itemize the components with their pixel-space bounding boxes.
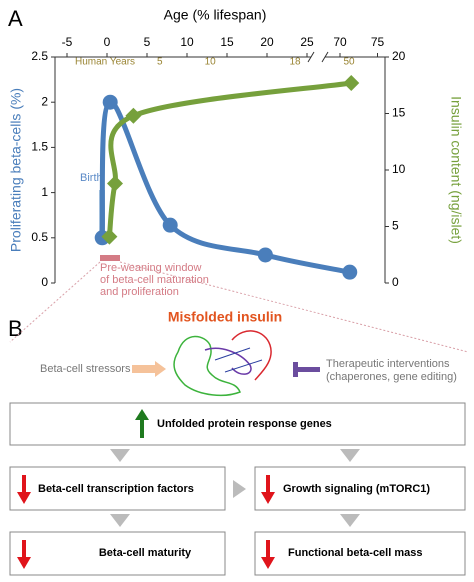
y-tick-label: 0.5 xyxy=(31,230,48,244)
therapeutics-label: (chaperones, gene editing) xyxy=(326,371,457,383)
box-label: Beta-cell maturity xyxy=(99,547,192,559)
arrow xyxy=(110,514,130,527)
y-tick-label: 2 xyxy=(41,94,48,108)
arrow xyxy=(233,480,246,498)
box xyxy=(9,531,226,576)
y-tick-label: 1 xyxy=(41,185,48,199)
series-line xyxy=(99,99,351,275)
inhibitor-bar xyxy=(293,362,298,377)
box xyxy=(9,466,226,511)
protein-illustration xyxy=(173,330,272,397)
x-tick-label: 15 xyxy=(220,35,234,49)
y2-tick-label: 20 xyxy=(392,49,406,63)
y2-tick-label: 0 xyxy=(392,275,399,289)
gray-arrows xyxy=(110,449,360,527)
human-years-tick: 5 xyxy=(157,57,163,68)
annotation: Birth xyxy=(80,172,103,184)
data-point xyxy=(162,217,178,233)
y-axis-title: Proliferating beta-cells (%) xyxy=(8,88,24,252)
stressors-label: Beta-cell stressors xyxy=(40,363,131,375)
down-arrows xyxy=(17,475,275,569)
human-years-tick: 50 xyxy=(343,57,355,68)
box-label: Beta-cell transcription factors xyxy=(38,483,194,495)
y-tick-label: 2.5 xyxy=(31,49,48,63)
arrow xyxy=(340,449,360,462)
arrow xyxy=(110,449,130,462)
annotation: Pre-weaning window xyxy=(100,262,202,274)
x-tick-label: 0 xyxy=(104,35,111,49)
data-point xyxy=(342,264,358,280)
x-tick-label: 25 xyxy=(300,35,314,49)
box xyxy=(254,466,466,511)
window-bar xyxy=(100,255,120,261)
box-label: Growth signaling (mTORC1) xyxy=(283,483,430,495)
box xyxy=(9,402,466,446)
data-point xyxy=(101,228,118,245)
box xyxy=(254,531,466,576)
annotation: and proliferation xyxy=(100,286,179,298)
down-arrow xyxy=(261,540,275,569)
y2-tick-label: 10 xyxy=(392,162,406,176)
series-line xyxy=(106,80,352,237)
down-arrow xyxy=(17,475,31,504)
therapeutics-label: Therapeutic interventions xyxy=(326,358,450,370)
x-tick-label: -5 xyxy=(62,35,73,49)
x-tick-label: 20 xyxy=(260,35,274,49)
data-point xyxy=(343,74,360,91)
down-arrow xyxy=(17,540,31,569)
stressor-arrow xyxy=(132,361,166,377)
human-years-tick: 18 xyxy=(289,57,301,68)
down-arrow xyxy=(261,475,275,504)
boxes xyxy=(9,402,466,576)
human-years-label: Human Years xyxy=(75,57,135,68)
panel-label: A xyxy=(8,6,23,31)
x-tick-label: 75 xyxy=(371,35,385,49)
x-axis-title: Age (% lifespan) xyxy=(164,7,267,23)
box-label: Unfolded protein response genes xyxy=(157,418,332,430)
annotation: of beta-cell maturation xyxy=(100,274,209,286)
y-tick-label: 0 xyxy=(41,275,48,289)
x-tick-label: 10 xyxy=(180,35,194,49)
data-point xyxy=(102,94,118,110)
y2-axis-title: Insulin content (ng/islet) xyxy=(448,96,464,244)
y2-tick-label: 15 xyxy=(392,106,406,120)
arrow xyxy=(340,514,360,527)
y2-tick-label: 5 xyxy=(392,219,399,233)
y-tick-label: 1.5 xyxy=(31,140,48,154)
x-tick-label: 70 xyxy=(333,35,347,49)
diagram-title: Misfolded insulin xyxy=(168,309,282,325)
data-point xyxy=(257,247,273,263)
box-label: Functional beta-cell mass xyxy=(288,547,422,559)
x-tick-label: 5 xyxy=(144,35,151,49)
up-arrow xyxy=(135,409,149,438)
data-point xyxy=(125,107,142,124)
data-point xyxy=(107,175,123,192)
connector xyxy=(9,261,101,343)
axis-break xyxy=(307,51,329,63)
human-years-tick: 10 xyxy=(205,57,217,68)
inhibitor-line xyxy=(298,367,320,372)
